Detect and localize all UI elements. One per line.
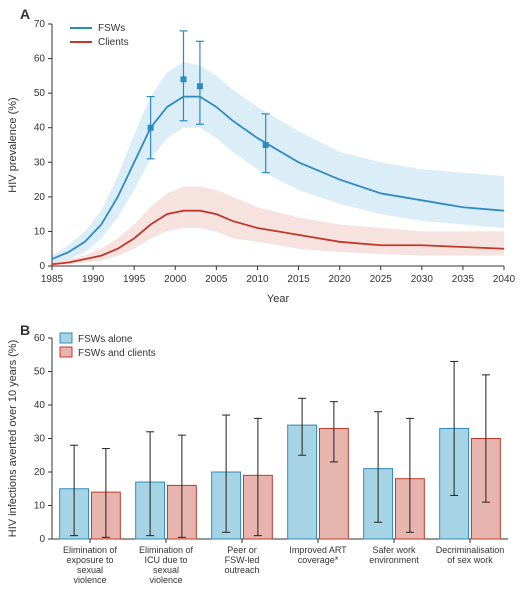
- svg-text:of sex work: of sex work: [447, 555, 493, 565]
- svg-text:Elimination of: Elimination of: [63, 545, 118, 555]
- svg-text:Clients: Clients: [98, 37, 129, 48]
- svg-text:2000: 2000: [164, 274, 187, 285]
- svg-text:30: 30: [34, 157, 46, 168]
- svg-text:FSWs alone: FSWs alone: [78, 334, 133, 345]
- svg-text:FSWs: FSWs: [98, 23, 125, 34]
- svg-text:2025: 2025: [370, 274, 393, 285]
- svg-text:ICU due to: ICU due to: [144, 555, 187, 565]
- svg-text:Year: Year: [267, 293, 290, 305]
- svg-text:70: 70: [34, 19, 46, 30]
- svg-text:Decriminalisation: Decriminalisation: [436, 545, 505, 555]
- svg-text:0: 0: [39, 534, 45, 545]
- svg-text:Peer or: Peer or: [227, 545, 257, 555]
- svg-text:2005: 2005: [205, 274, 228, 285]
- svg-text:Safer work: Safer work: [372, 545, 416, 555]
- panel-a-chart: 0102030405060701985199019952000200520102…: [0, 0, 522, 310]
- svg-text:50: 50: [34, 367, 46, 378]
- svg-text:violence: violence: [149, 575, 182, 585]
- svg-text:1985: 1985: [41, 274, 64, 285]
- svg-text:violence: violence: [73, 575, 106, 585]
- svg-text:50: 50: [34, 88, 46, 99]
- svg-text:HIV infections averted over 10: HIV infections averted over 10 years (%): [7, 340, 19, 537]
- svg-text:sexual: sexual: [153, 565, 179, 575]
- svg-text:FSW-led: FSW-led: [225, 555, 260, 565]
- svg-text:2040: 2040: [493, 274, 516, 285]
- svg-text:2015: 2015: [287, 274, 310, 285]
- svg-text:FSWs and clients: FSWs and clients: [78, 348, 156, 359]
- svg-text:2030: 2030: [411, 274, 434, 285]
- svg-text:0: 0: [39, 261, 45, 272]
- svg-text:40: 40: [34, 400, 46, 411]
- svg-text:1995: 1995: [123, 274, 146, 285]
- svg-text:40: 40: [34, 123, 46, 134]
- svg-text:2035: 2035: [452, 274, 475, 285]
- svg-text:20: 20: [34, 192, 46, 203]
- svg-text:30: 30: [34, 434, 46, 445]
- svg-text:outreach: outreach: [224, 565, 259, 575]
- panel-b-chart: 0102030405060Elimination ofexposure tose…: [0, 320, 522, 601]
- svg-text:2020: 2020: [329, 274, 352, 285]
- svg-text:coverage*: coverage*: [298, 555, 339, 565]
- svg-text:1990: 1990: [82, 274, 105, 285]
- svg-text:Elimination of: Elimination of: [139, 545, 194, 555]
- svg-text:sexual: sexual: [77, 565, 103, 575]
- svg-text:HIV prevalence (%): HIV prevalence (%): [7, 97, 19, 192]
- svg-text:environment: environment: [369, 555, 419, 565]
- svg-text:exposure to: exposure to: [66, 555, 113, 565]
- svg-text:60: 60: [34, 54, 46, 65]
- svg-text:2010: 2010: [246, 274, 269, 285]
- svg-text:Improved ART: Improved ART: [289, 545, 347, 555]
- figure: A 01020304050607019851990199520002005201…: [0, 0, 522, 601]
- svg-text:60: 60: [34, 333, 46, 344]
- svg-text:10: 10: [34, 226, 46, 237]
- svg-text:10: 10: [34, 501, 46, 512]
- svg-text:20: 20: [34, 467, 46, 478]
